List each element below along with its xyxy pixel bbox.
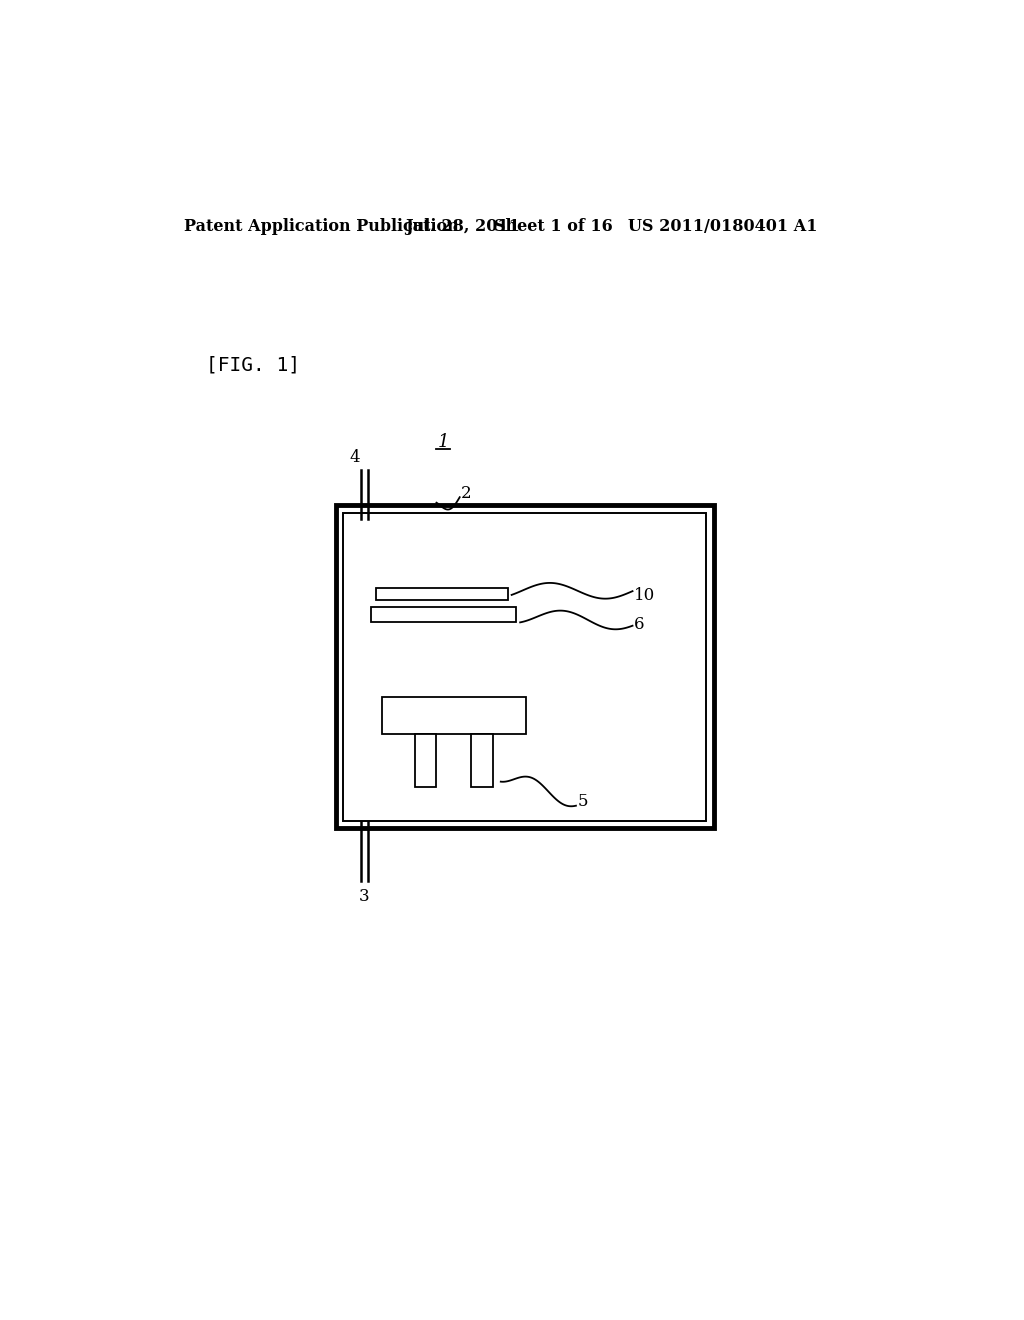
Text: Jul. 28, 2011: Jul. 28, 2011 [406,218,520,235]
Bar [371,607,516,622]
Text: 10: 10 [634,587,655,605]
Bar [336,506,714,829]
Text: 2: 2 [461,484,472,502]
Text: 3: 3 [359,888,370,906]
Text: Sheet 1 of 16: Sheet 1 of 16 [494,218,612,235]
Bar [343,512,707,821]
Bar [382,697,525,734]
Text: 1: 1 [437,433,450,450]
Bar [376,589,508,599]
Text: US 2011/0180401 A1: US 2011/0180401 A1 [628,218,817,235]
Text: [FIG. 1]: [FIG. 1] [206,355,299,375]
Text: 5: 5 [578,793,588,810]
Bar [415,734,436,787]
Text: 4: 4 [350,449,360,466]
Bar [471,734,493,787]
Text: 6: 6 [634,615,644,632]
Text: Patent Application Publication: Patent Application Publication [183,218,459,235]
